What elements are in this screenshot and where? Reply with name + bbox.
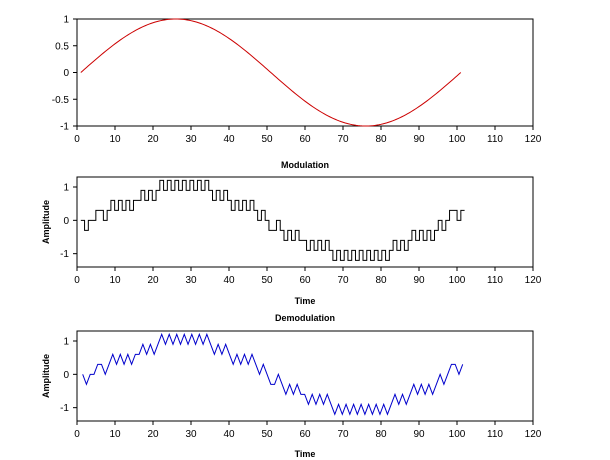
y-tick-label: -1 — [60, 403, 69, 414]
x-tick-label: 10 — [109, 275, 121, 286]
series-layer — [80, 18, 462, 127]
y-tick-label: 0.5 — [55, 41, 69, 52]
x-tick-label: 80 — [375, 275, 387, 286]
x-axis-label: Time — [295, 296, 316, 306]
x-tick-label: 100 — [449, 134, 466, 145]
y-axis: 1 0 -1 — [60, 337, 77, 414]
x-tick-label: 90 — [413, 275, 425, 286]
x-axis-label: Time — [295, 449, 316, 459]
x-axis: 0 10 20 30 40 50 60 70 80 90 100 110 120 — [74, 126, 542, 145]
x-tick-label: 30 — [185, 275, 197, 286]
y-axis-label: Amplitude — [41, 354, 51, 398]
x-tick-label: 60 — [299, 275, 311, 286]
y-tick-label: 0 — [63, 216, 69, 227]
x-tick-label: 110 — [487, 134, 503, 145]
x-tick-label: 50 — [261, 134, 273, 145]
series-layer — [82, 332, 464, 416]
x-tick-label: 120 — [525, 429, 542, 440]
x-tick-label: 70 — [337, 134, 349, 145]
y-tick-label: -1 — [60, 122, 69, 133]
y-tick-label: -1 — [60, 249, 69, 260]
x-tick-label: 120 — [525, 134, 542, 145]
x-tick-label: 120 — [525, 275, 542, 286]
y-tick-label: 1 — [63, 183, 69, 194]
series-line — [80, 179, 465, 261]
x-tick-label: 40 — [223, 275, 235, 286]
x-tick-label: 60 — [299, 429, 311, 440]
x-tick-label: 100 — [449, 275, 466, 286]
x-tick-label: 30 — [185, 134, 197, 145]
modulation-chart: 1 0.5 0 -0.5 -1 0 10 20 30 40 50 60 70 80 90 100 110 120… — [52, 15, 542, 171]
y-tick-label: 1 — [63, 337, 69, 348]
y-tick-label: -0.5 — [52, 95, 70, 106]
y-axis: 1 0 -1 — [60, 183, 77, 260]
x-tick-label: 90 — [413, 429, 425, 440]
x-tick-label: 10 — [109, 134, 121, 145]
x-tick-label: 110 — [487, 429, 503, 440]
x-tick-label: 70 — [337, 275, 349, 286]
x-tick-label: 50 — [261, 275, 273, 286]
time-chart: 10-1 0 10 20 30 40 50 60 70 80 90 100 110 120 Time A… — [41, 176, 542, 306]
x-tick-label: 20 — [147, 275, 159, 286]
y-axis: 1 0.5 0 -0.5 -1 — [52, 15, 77, 133]
x-tick-label: 110 — [487, 275, 503, 286]
x-tick-label: 10 — [109, 429, 121, 440]
series-layer — [80, 179, 465, 261]
x-tick-label: 80 — [375, 429, 387, 440]
x-tick-label: 20 — [147, 134, 159, 145]
x-tick-label: 80 — [375, 134, 387, 145]
y-tick-label: 1 — [63, 15, 69, 26]
x-axis-label: Modulation — [281, 160, 329, 170]
x-tick-label: 0 — [74, 275, 80, 286]
x-axis: 0 10 20 30 40 50 60 70 80 90 100 110 120 — [74, 421, 542, 440]
series-line — [80, 18, 462, 127]
x-tick-label: 40 — [223, 429, 235, 440]
x-tick-label: 50 — [261, 429, 273, 440]
x-tick-label: 0 — [74, 134, 80, 145]
x-tick-label: 60 — [299, 134, 311, 145]
demodulation-chart: Demodulation 10-1 0 10 20 30 40 50 60 70 80 90 100… — [41, 313, 542, 459]
chart-title: Demodulation — [275, 313, 335, 323]
x-tick-label: 0 — [74, 429, 80, 440]
series-line — [82, 332, 464, 416]
y-tick-label: 0 — [63, 68, 69, 79]
x-tick-label: 40 — [223, 134, 235, 145]
x-tick-label: 70 — [337, 429, 349, 440]
x-tick-label: 100 — [449, 429, 466, 440]
x-axis: 0 10 20 30 40 50 60 70 80 90 100 110 120 — [74, 267, 542, 286]
x-tick-label: 90 — [413, 134, 425, 145]
y-tick-label: 0 — [63, 370, 69, 381]
y-axis-label: Amplitude — [41, 200, 51, 244]
x-tick-label: 30 — [185, 429, 197, 440]
x-tick-label: 20 — [147, 429, 159, 440]
